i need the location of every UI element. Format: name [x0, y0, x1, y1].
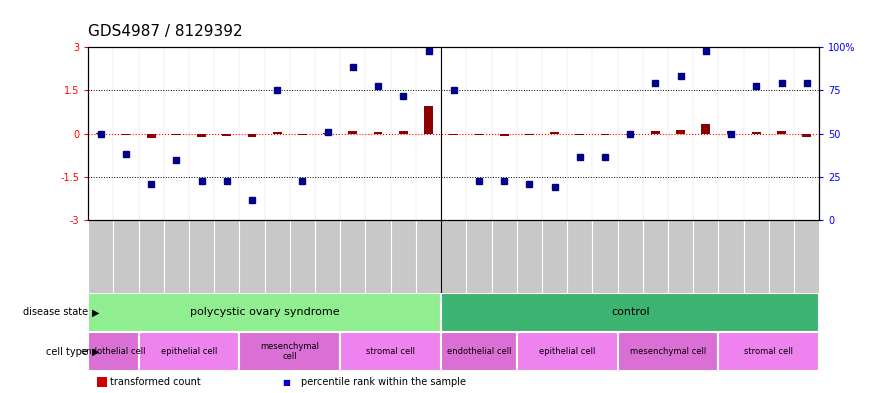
Bar — [88, 293, 441, 332]
Bar — [138, 332, 240, 371]
Text: endothelial cell: endothelial cell — [81, 347, 145, 356]
Text: disease state: disease state — [23, 307, 88, 318]
Bar — [399, 131, 408, 134]
Bar — [701, 123, 710, 134]
Bar — [777, 131, 786, 134]
Bar — [626, 134, 634, 135]
Bar — [677, 130, 685, 134]
Bar — [424, 106, 433, 134]
Bar — [449, 134, 458, 135]
Bar — [197, 134, 206, 137]
Bar — [550, 132, 559, 134]
Bar — [349, 131, 358, 134]
Bar — [441, 293, 819, 332]
Text: cell type: cell type — [46, 347, 88, 357]
Bar — [273, 132, 282, 134]
Bar — [803, 134, 811, 137]
Text: ▶: ▶ — [92, 307, 100, 318]
Text: epithelial cell: epithelial cell — [160, 347, 217, 356]
Text: percentile rank within the sample: percentile rank within the sample — [301, 377, 466, 387]
Bar — [172, 134, 181, 135]
Text: stromal cell: stromal cell — [744, 347, 794, 356]
Bar — [323, 133, 332, 134]
Bar — [122, 134, 130, 135]
Bar — [147, 134, 156, 138]
Bar — [618, 332, 719, 371]
Bar — [96, 133, 105, 134]
Bar — [248, 134, 256, 136]
Bar — [525, 134, 534, 135]
Text: GDS4987 / 8129392: GDS4987 / 8129392 — [88, 24, 243, 39]
Bar — [222, 134, 231, 136]
Bar — [374, 132, 382, 134]
Bar — [719, 332, 819, 371]
Text: ■: ■ — [282, 378, 290, 387]
Bar — [475, 134, 484, 135]
Text: mesenchymal cell: mesenchymal cell — [630, 347, 707, 356]
Text: stromal cell: stromal cell — [366, 347, 415, 356]
Bar — [517, 332, 618, 371]
Text: transformed count: transformed count — [110, 377, 201, 387]
Bar — [298, 134, 307, 135]
Text: control: control — [611, 307, 649, 318]
Bar — [441, 332, 517, 371]
Bar — [727, 131, 736, 134]
Bar — [88, 332, 138, 371]
Bar — [651, 131, 660, 134]
Bar — [575, 134, 584, 135]
Bar — [240, 332, 340, 371]
Bar — [340, 332, 441, 371]
Bar — [601, 134, 610, 135]
Text: endothelial cell: endothelial cell — [447, 347, 511, 356]
Text: ▶: ▶ — [92, 347, 100, 357]
Text: epithelial cell: epithelial cell — [539, 347, 596, 356]
Bar — [500, 134, 508, 136]
Bar — [751, 132, 760, 134]
Text: polycystic ovary syndrome: polycystic ovary syndrome — [189, 307, 339, 318]
Text: mesenchymal
cell: mesenchymal cell — [260, 342, 319, 362]
